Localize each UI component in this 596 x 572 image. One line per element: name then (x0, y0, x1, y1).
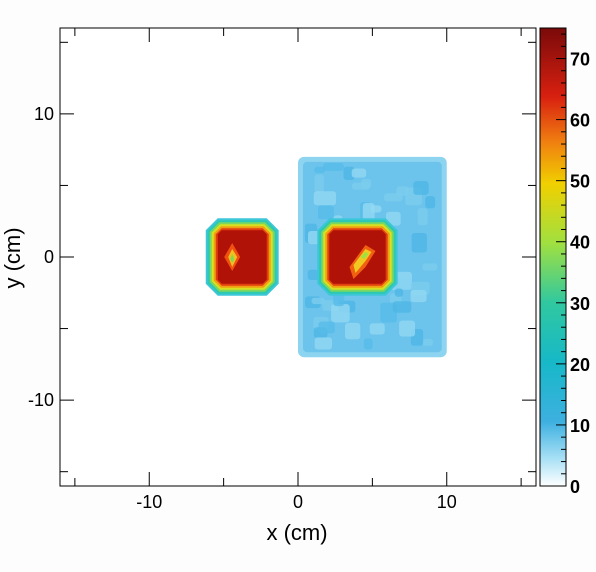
colorbar-tick-label: 60 (570, 111, 590, 131)
x-tick-label: 0 (293, 492, 303, 512)
inner-spot (360, 252, 369, 259)
noise-patch (411, 232, 427, 253)
noise-patch (314, 174, 324, 193)
noise-patch (410, 289, 427, 303)
noise-patch (345, 322, 361, 340)
inner-spot (230, 254, 235, 263)
noise-patch (317, 205, 334, 220)
noise-patch (351, 168, 367, 178)
x-tick-label: 10 (437, 492, 457, 512)
colorbar-tick-label: 50 (570, 172, 590, 192)
colorbar-tick-label: 30 (570, 294, 590, 314)
noise-patch (369, 323, 385, 335)
noise-patch (331, 304, 350, 323)
noise-patch (351, 182, 370, 190)
y-tick-label: 10 (34, 104, 54, 124)
hot-core (217, 230, 267, 284)
noise-patch (417, 208, 428, 226)
noise-patch (314, 337, 333, 350)
colorbar-tick-label: 0 (570, 477, 580, 497)
noise-patch (425, 196, 436, 209)
noise-patch (422, 339, 434, 346)
noise-patch (318, 321, 335, 334)
x-axis: -10 0 10 (74, 28, 522, 512)
y-axis-label: y (cm) (0, 227, 25, 288)
noise-patch (399, 320, 416, 337)
colorbar (539, 27, 567, 487)
noise-patch (314, 166, 326, 174)
y-axis: -10 0 10 (28, 41, 536, 473)
noise-patch (343, 166, 355, 180)
heatmap-layer (205, 156, 447, 358)
noise-patch (384, 193, 403, 202)
noise-patch (362, 202, 375, 222)
y-tick-label: -10 (28, 390, 54, 410)
noise-patch (323, 162, 344, 171)
noise-patch (311, 297, 325, 305)
noise-patch (394, 288, 404, 297)
y-tick-label: 0 (44, 247, 54, 267)
colorbar-tick-label: 20 (570, 355, 590, 375)
noise-patch (363, 338, 373, 350)
noise-patch (422, 263, 438, 271)
noise-patch (413, 181, 429, 195)
x-tick-label: -10 (136, 492, 162, 512)
noise-patch (313, 191, 337, 206)
colorbar-tick-label: 70 (570, 50, 590, 70)
colorbar-tick-label: 10 (570, 416, 590, 436)
noise-patch (307, 269, 319, 281)
colorbar-tick-label: 40 (570, 233, 590, 253)
noise-patch (385, 211, 401, 226)
noise-patch (380, 302, 397, 323)
right-source (317, 218, 398, 296)
left-source (205, 218, 279, 296)
colorbar-axis: 0 10 20 30 40 50 60 70 (556, 33, 590, 497)
noise-patch (392, 301, 412, 313)
x-axis-label: x (cm) (266, 520, 327, 545)
